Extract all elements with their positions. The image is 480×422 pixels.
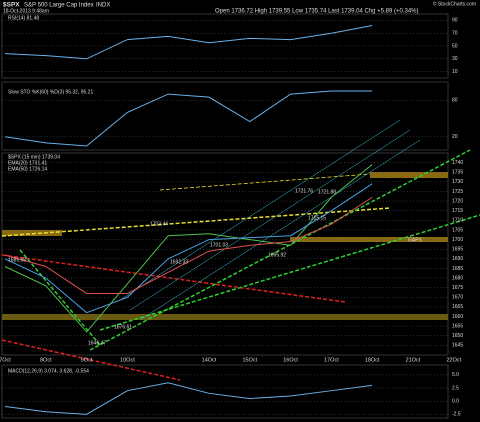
y-tick-label: 1695 [452, 247, 463, 253]
legend-entry: MACD(12,26,9) 3.074, 3.628, -0.554 [8, 368, 89, 374]
zone [2, 230, 62, 236]
legend-entry: $SPX (15 min) 1739.04 [8, 154, 60, 160]
exchange: INDX [96, 3, 110, 9]
annotation: 1685.68 [8, 257, 26, 263]
series-line [4, 183, 373, 314]
y-tick-label: 1650 [452, 333, 463, 339]
series-line [4, 90, 373, 147]
trendline [1, 207, 391, 237]
x-tick-label: 16Oct [283, 357, 298, 363]
y-tick-label: 1720 [452, 198, 463, 204]
trendline [1, 339, 181, 381]
y-tick-label: 1685 [452, 266, 463, 272]
x-tick-label: 9Oct [81, 357, 93, 363]
annotation: 1715.15 [308, 215, 326, 221]
x-tick-label: 8Oct [40, 357, 52, 363]
price-panel [1, 152, 449, 356]
y-tick-label: 70 [452, 31, 458, 37]
trendline [139, 139, 421, 321]
x-tick-label: 21Oct [406, 357, 421, 363]
series-line [4, 164, 373, 333]
x-tick-label: 17Oct [324, 357, 339, 363]
legend-entry: RSI(14) 81.48 [8, 15, 39, 21]
y-tick-label: 50 [452, 43, 458, 49]
y-tick-label: 5.0 [452, 372, 459, 378]
y-tick-label: 0.0 [452, 399, 459, 405]
x-tick-label: 10Oct [120, 357, 135, 363]
y-tick-label: 10 [452, 69, 458, 75]
y-tick-label: 1665 [452, 304, 463, 310]
series-line [4, 196, 373, 294]
legend-entry: Slow STO %K(60) %D(3) 95.32, 95.21 [8, 89, 93, 95]
y-tick-label: 90 [452, 18, 458, 24]
y-tick-label: 1670 [452, 295, 463, 301]
y-tick-label: 80 [452, 98, 458, 104]
annotation: 1721.76 [295, 188, 313, 194]
y-tick-label: 1740 [452, 160, 463, 166]
annotation: 1692.33 [170, 259, 188, 265]
y-tick-label: 1705 [452, 227, 463, 233]
annotation: 1703.44 [150, 221, 168, 227]
zone [370, 172, 448, 178]
y-tick-label: 1680 [452, 275, 463, 281]
legend-entry: EMA(50) 1726.14 [8, 166, 47, 172]
y-tick-label: 20 [452, 134, 458, 140]
trendlines [1, 119, 480, 381]
y-tick-label: 1730 [452, 179, 463, 185]
x-tick-label: 14Oct [202, 357, 217, 363]
annotation: 1676.61 [114, 324, 132, 330]
x-tick-label: 7Oct [0, 357, 11, 363]
quote: Open 1736.72 High 1739.55 Low 1735.74 La… [215, 9, 419, 15]
y-tick-label: 30 [452, 56, 458, 62]
y-tick-label: 1725 [452, 189, 463, 195]
symbol: $SPX [3, 2, 20, 9]
y-tick-label: 1675 [452, 285, 463, 291]
annotation: 1721.88 [318, 189, 336, 195]
y-tick-label: 1645 [452, 343, 463, 349]
y-tick-label: -2.5 [452, 412, 461, 418]
annotation: GAPS [408, 237, 423, 243]
annotation: 1701.03 [210, 242, 228, 248]
y-tick-label: 1700 [452, 237, 463, 243]
y-tick-label: 1735 [452, 170, 463, 176]
y-tick-label: 1715 [452, 208, 463, 214]
macd-panel [1, 364, 449, 419]
copyright: © StockCharts.com [433, 0, 476, 7]
legend-entry: EMA(20) 1731.41 [8, 160, 47, 166]
annotation: 1695.92 [268, 252, 286, 258]
datetime: 18-Oct-2013 9:48am [3, 8, 49, 14]
index-name: S&P 500 Large Cap Index [24, 3, 94, 9]
trendline [99, 214, 480, 331]
y-tick-label: 1710 [452, 218, 463, 224]
x-tick-label: 22Oct [446, 357, 461, 363]
series-line [4, 382, 373, 415]
trendline [119, 119, 401, 301]
annotation: 1646.47 [88, 340, 106, 346]
trendline [129, 129, 411, 311]
trendline [89, 149, 471, 351]
y-tick-label: 1655 [452, 323, 463, 329]
trendline [1, 254, 346, 303]
trendline [159, 173, 371, 191]
x-tick-label: 15Oct [242, 357, 257, 363]
x-tick-label: 18Oct [365, 357, 380, 363]
zone [2, 314, 448, 320]
y-tick-label: 1660 [452, 314, 463, 320]
series-line [4, 25, 373, 60]
y-tick-label: 2.5 [452, 385, 459, 391]
y-tick-label: 1690 [452, 256, 463, 262]
sto-panel [1, 81, 449, 151]
